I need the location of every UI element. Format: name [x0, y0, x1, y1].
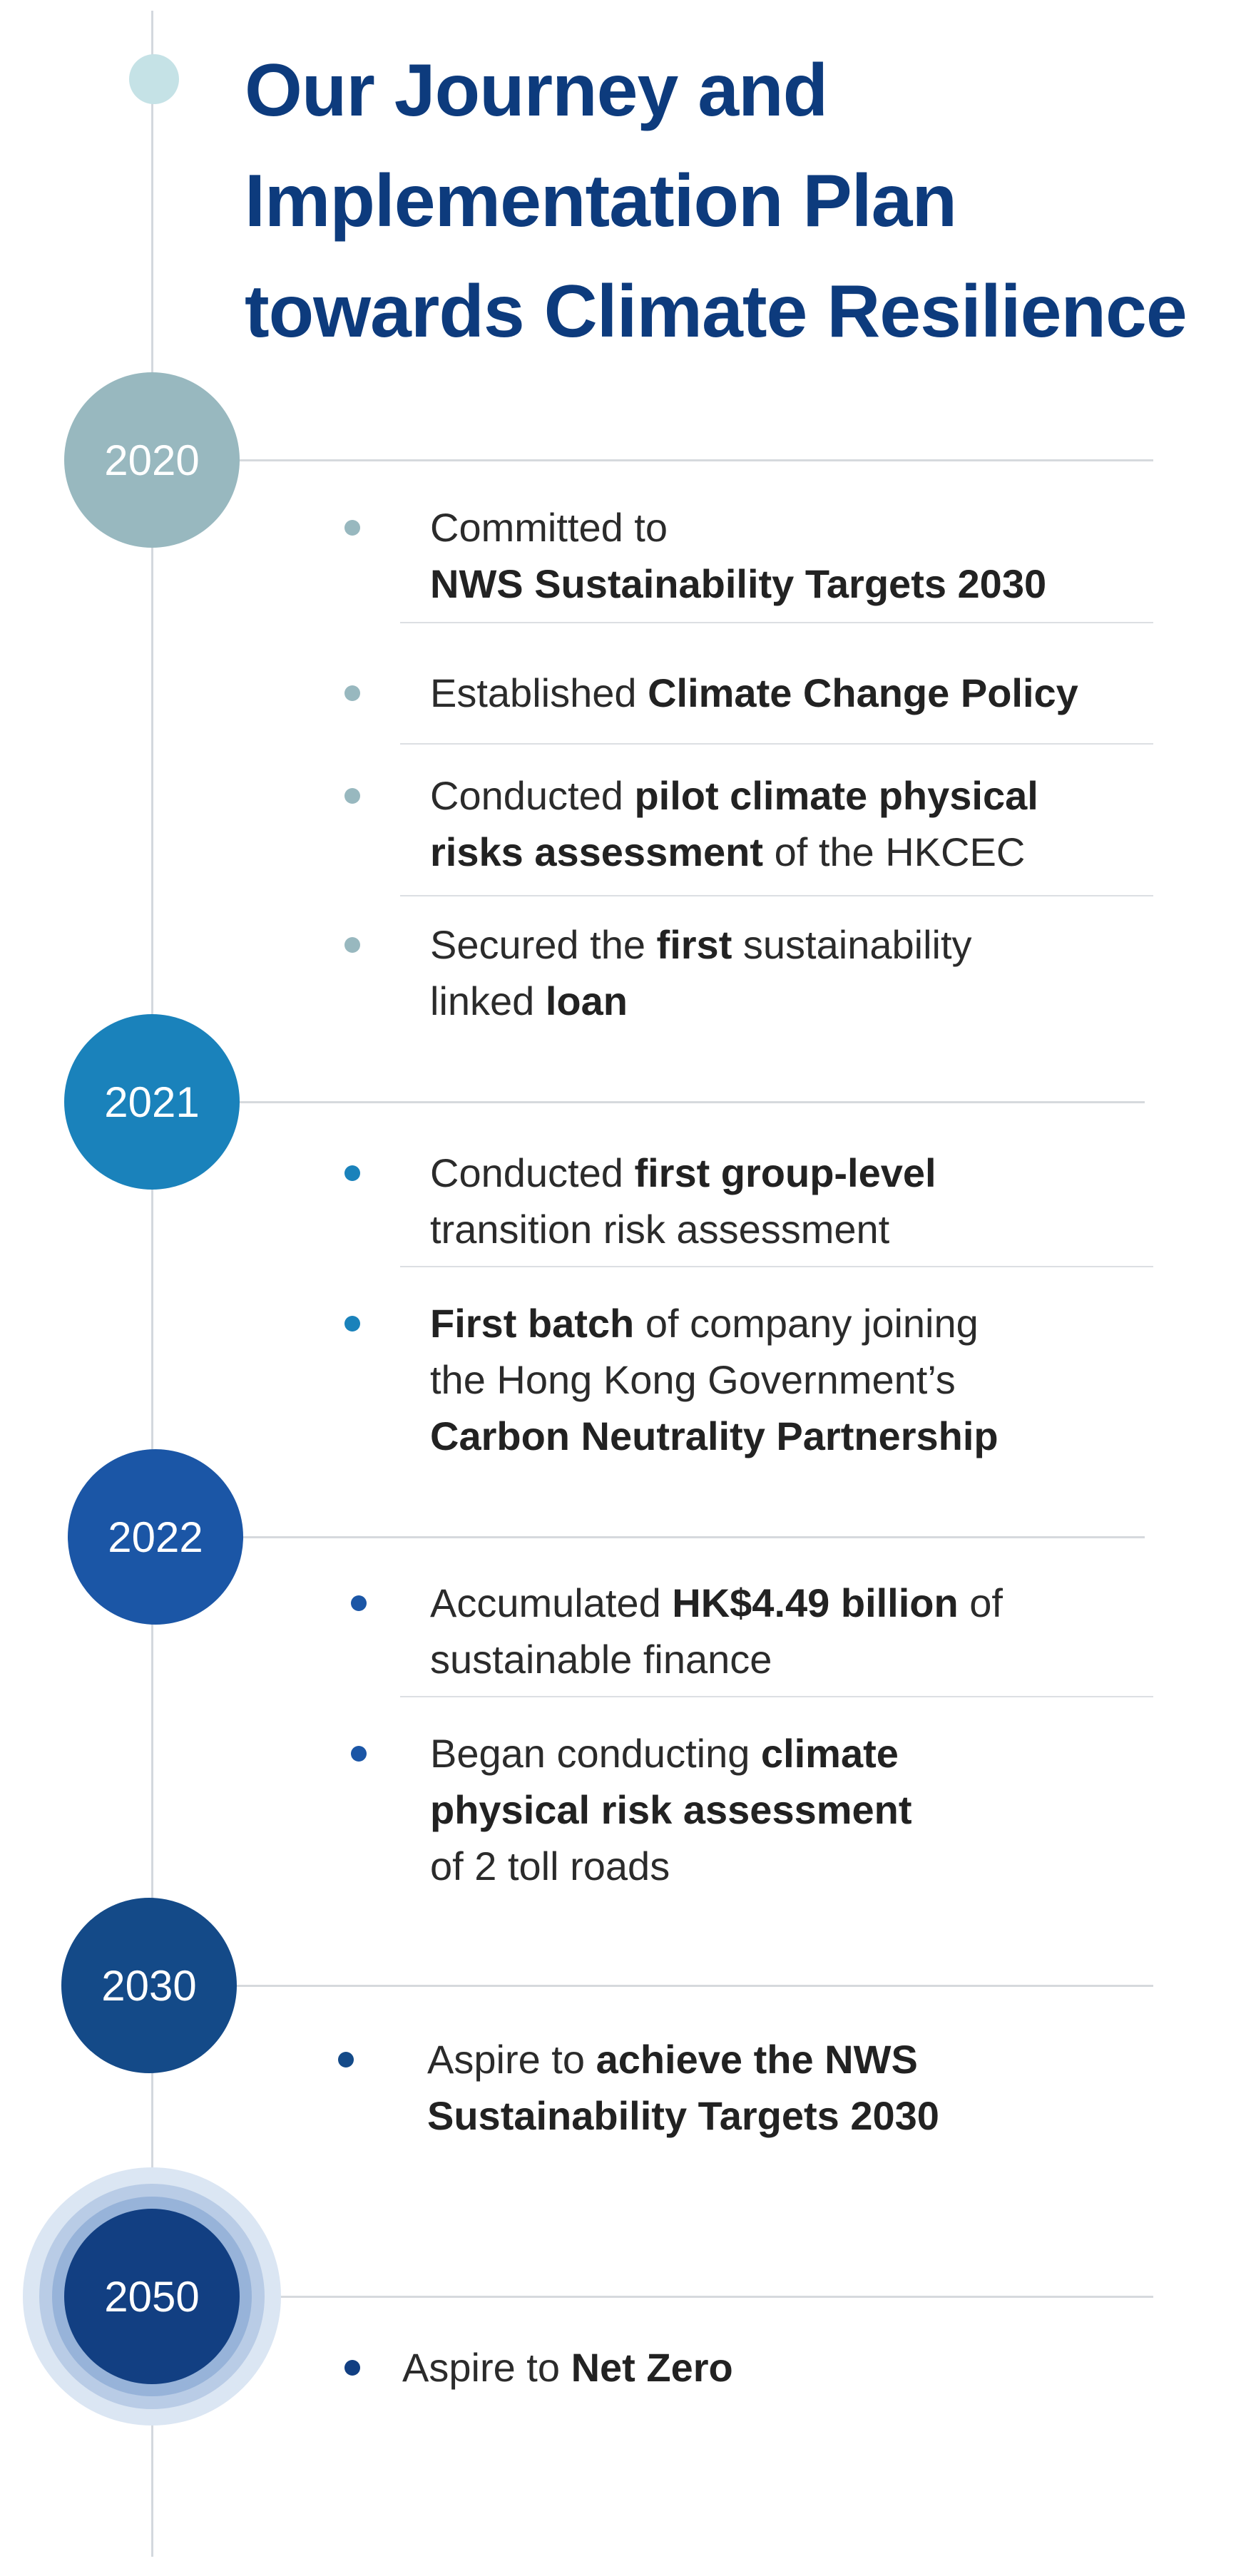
milestone-item: Committed to NWS Sustainability Targets 2…: [430, 499, 1046, 612]
item-text: transition risk assessment: [430, 1207, 890, 1252]
item-text-bold: First batch: [430, 1301, 635, 1346]
title-line: Our Journey and: [245, 49, 828, 132]
item-line: Began conducting climate: [430, 1725, 912, 1782]
item-line: Carbon Neutrality Partnership: [430, 1408, 999, 1464]
item-text: Conducted: [430, 1150, 635, 1195]
item-text-bold: first: [656, 922, 732, 967]
item-line: Conducted first group-level: [430, 1145, 936, 1201]
item-text-bold: Sustainability Targets 2030: [427, 2093, 939, 2138]
item-text-bold: NWS Sustainability Targets 2030: [430, 561, 1047, 606]
item-text-bold: risks assessment: [430, 829, 764, 874]
bullet-icon: [344, 1316, 360, 1332]
item-text: Aspire to: [427, 2037, 596, 2082]
bullet-icon: [344, 2360, 360, 2376]
bullet-icon: [344, 685, 360, 701]
bullet-icon: [338, 2052, 354, 2068]
item-text: Conducted: [430, 773, 635, 818]
item-separator: [400, 1266, 1153, 1267]
item-text: of 2 toll roads: [430, 1844, 670, 1888]
item-line: NWS Sustainability Targets 2030: [430, 556, 1046, 612]
item-text: sustainability: [732, 922, 972, 967]
milestone-item: Accumulated HK$4.49 billion of sustainabl…: [430, 1575, 1003, 1687]
bullet-icon: [344, 520, 360, 536]
item-text-bold: physical risk assessment: [430, 1787, 912, 1832]
item-text: Aspire to: [402, 2345, 571, 2390]
item-text: linked: [430, 978, 546, 1023]
timeline-start-dot: [129, 54, 179, 104]
item-line: Conducted pilot climate physical: [430, 767, 1038, 824]
year-badge: 2022: [68, 1449, 243, 1625]
item-text-bold: Net Zero: [571, 2345, 733, 2390]
item-separator: [400, 622, 1153, 623]
item-line: the Hong Kong Government’s: [430, 1351, 999, 1408]
item-text: Secured the: [430, 922, 657, 967]
item-text-bold: Carbon Neutrality Partnership: [430, 1414, 999, 1458]
bullet-icon: [344, 937, 360, 953]
milestone-divider: [220, 1985, 1153, 1987]
item-text: Committed to: [430, 505, 668, 550]
item-line: First batch of company joining: [430, 1295, 999, 1351]
bullet-icon: [344, 1165, 360, 1181]
item-line: Committed to: [430, 499, 1046, 556]
item-line: risks assessment of the HKCEC: [430, 824, 1038, 880]
milestone-item: Secured the first sustainability linked l…: [430, 916, 972, 1029]
item-text-bold: HK$4.49 billion: [672, 1580, 959, 1625]
item-text: of: [958, 1580, 1003, 1625]
bullet-icon: [344, 788, 360, 804]
milestone-item: First batch of company joining the Hong K…: [430, 1295, 999, 1464]
title-line: towards Climate Resilience: [245, 270, 1188, 353]
milestone-item: Conducted first group-level transition ri…: [430, 1145, 936, 1257]
item-text: sustainable finance: [430, 1637, 772, 1682]
item-text-bold: Climate Change Policy: [648, 670, 1078, 715]
milestone-divider: [223, 459, 1153, 461]
item-line: Established Climate Change Policy: [430, 665, 1078, 721]
item-separator: [400, 743, 1153, 745]
item-text-bold: climate: [760, 1731, 899, 1776]
item-line: Aspire to Net Zero: [402, 2339, 733, 2396]
item-text: of the HKCEC: [763, 829, 1026, 874]
item-line: Accumulated HK$4.49 billion of: [430, 1575, 1003, 1631]
milestone-divider: [223, 1101, 1145, 1103]
item-text: Accumulated: [430, 1580, 673, 1625]
item-line: physical risk assessment: [430, 1782, 912, 1838]
bullet-icon: [351, 1595, 367, 1611]
item-line: Secured the first sustainability: [430, 916, 972, 973]
year-badge: 2020: [64, 372, 240, 548]
page-title: Our Journey and Implementation Plan towa…: [245, 36, 1188, 367]
milestone-divider: [223, 2296, 1153, 2298]
item-text-bold: pilot climate physical: [634, 773, 1038, 818]
item-line: linked loan: [430, 973, 972, 1029]
item-text-bold: achieve the NWS: [596, 2037, 918, 2082]
year-badge: 2050: [64, 2209, 240, 2384]
milestone-item: Aspire to achieve the NWS Sustainability …: [427, 2031, 939, 2144]
bullet-icon: [351, 1746, 367, 1762]
year-badge: 2030: [61, 1898, 237, 2073]
title-line: Implementation Plan: [245, 160, 957, 242]
item-text: Began conducting: [430, 1731, 761, 1776]
timeline-axis: [151, 11, 153, 2557]
item-separator: [400, 1696, 1153, 1697]
milestone-item: Conducted pilot climate physical risks as…: [430, 767, 1038, 880]
milestone-item: Aspire to Net Zero: [402, 2339, 733, 2396]
milestone-item: Began conducting climate physical risk as…: [430, 1725, 912, 1894]
year-badge: 2021: [64, 1014, 240, 1190]
item-line: Aspire to achieve the NWS: [427, 2031, 939, 2087]
milestone-divider: [227, 1536, 1145, 1538]
item-line: of 2 toll roads: [430, 1838, 912, 1894]
item-text: Established: [430, 670, 648, 715]
item-separator: [400, 895, 1153, 896]
item-line: Sustainability Targets 2030: [427, 2087, 939, 2144]
item-text: of company joining: [634, 1301, 979, 1346]
item-line: sustainable finance: [430, 1631, 1003, 1687]
milestone-item: Established Climate Change Policy: [430, 665, 1078, 721]
item-text-bold: first group-level: [634, 1150, 936, 1195]
item-text-bold: loan: [545, 978, 628, 1023]
item-line: transition risk assessment: [430, 1201, 936, 1257]
item-text: the Hong Kong Government’s: [430, 1357, 956, 1402]
